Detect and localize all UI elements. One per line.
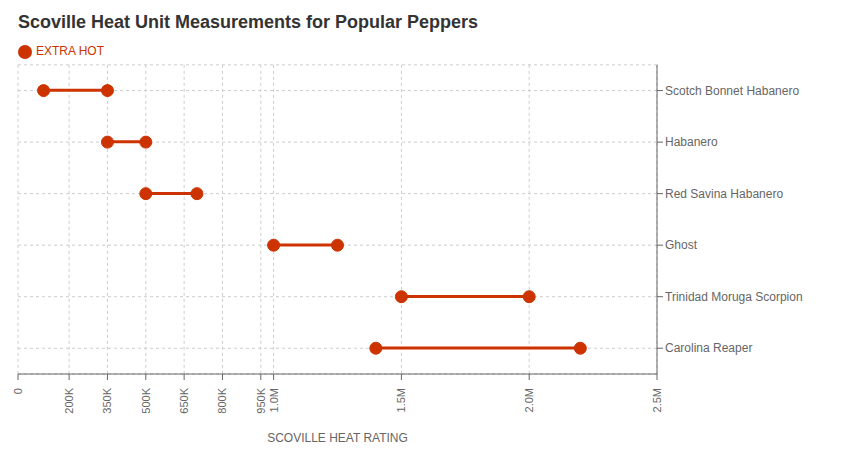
html-text:EXTRA HOT: EXTRA HOT bbox=[36, 44, 104, 58]
svg-text:Habanero: Habanero bbox=[665, 135, 718, 149]
svg-text:Scotch Bonnet Habanero: Scotch Bonnet Habanero bbox=[665, 84, 799, 98]
svg-text:2.5M: 2.5M bbox=[651, 388, 663, 412]
svg-text:950K: 950K bbox=[255, 387, 267, 413]
html-text:Scoville Heat Unit Measurement: Scoville Heat Unit Measurements for Popu… bbox=[18, 12, 479, 32]
svg-text:Red Savina Habanero: Red Savina Habanero bbox=[665, 187, 783, 201]
svg-text:Trinidad Moruga Scorpion: Trinidad Moruga Scorpion bbox=[665, 290, 803, 304]
svg-text:1.5M: 1.5M bbox=[395, 388, 407, 412]
svg-text:Ghost: Ghost bbox=[665, 238, 698, 252]
svg-text:2.0M: 2.0M bbox=[523, 388, 535, 412]
svg-text:350K: 350K bbox=[101, 387, 113, 413]
svg-text:200K: 200K bbox=[63, 387, 75, 413]
svg-text:SCOVILLE HEAT RATING: SCOVILLE HEAT RATING bbox=[267, 431, 408, 445]
svg-text:500K: 500K bbox=[140, 387, 152, 413]
svg-text:0: 0 bbox=[12, 388, 24, 394]
svg-text:Carolina Reaper: Carolina Reaper bbox=[665, 341, 752, 355]
svg-text:800K: 800K bbox=[216, 387, 228, 413]
svg-text:1.0M: 1.0M bbox=[268, 388, 280, 412]
svg-text:650K: 650K bbox=[178, 387, 190, 413]
